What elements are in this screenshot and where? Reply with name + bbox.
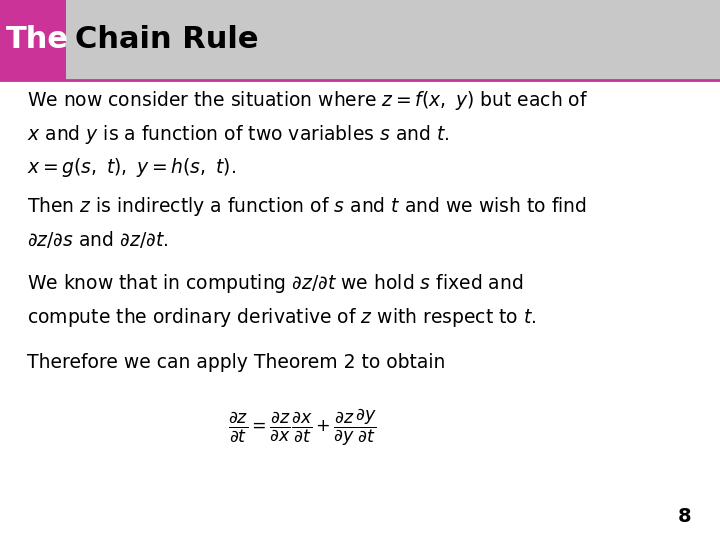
Text: compute the ordinary derivative of $z$ with respect to $t.$: compute the ordinary derivative of $z$ w… xyxy=(27,306,537,329)
Text: We now consider the situation where $z = f(x,\ y)$ but each of: We now consider the situation where $z =… xyxy=(27,89,589,112)
Text: The: The xyxy=(6,25,69,55)
Text: We know that in computing $\partial z/\partial t$ we hold $s$ fixed and: We know that in computing $\partial z/\p… xyxy=(27,272,523,295)
Text: 8: 8 xyxy=(678,508,691,526)
Text: Then $z$ is indirectly a function of $s$ and $t$ and we wish to find: Then $z$ is indirectly a function of $s$… xyxy=(27,195,588,219)
Text: Chain Rule: Chain Rule xyxy=(75,25,258,55)
Text: $x$ and $y$ is a function of two variables $s$ and $t.$: $x$ and $y$ is a function of two variabl… xyxy=(27,123,450,146)
Text: $\partial z/\partial s$ and $\partial z/\partial t.$: $\partial z/\partial s$ and $\partial z/… xyxy=(27,229,168,250)
Text: Therefore we can apply Theorem 2 to obtain: Therefore we can apply Theorem 2 to obta… xyxy=(27,353,446,372)
Text: $x = g(s,\ t),\ y = h(s,\ t).$: $x = g(s,\ t),\ y = h(s,\ t).$ xyxy=(27,156,236,179)
Bar xyxy=(0,0,66,80)
Text: $\dfrac{\partial z}{\partial t} = \dfrac{\partial z}{\partial x}\dfrac{\partial : $\dfrac{\partial z}{\partial t} = \dfrac… xyxy=(228,407,377,448)
Bar xyxy=(0,0,720,80)
